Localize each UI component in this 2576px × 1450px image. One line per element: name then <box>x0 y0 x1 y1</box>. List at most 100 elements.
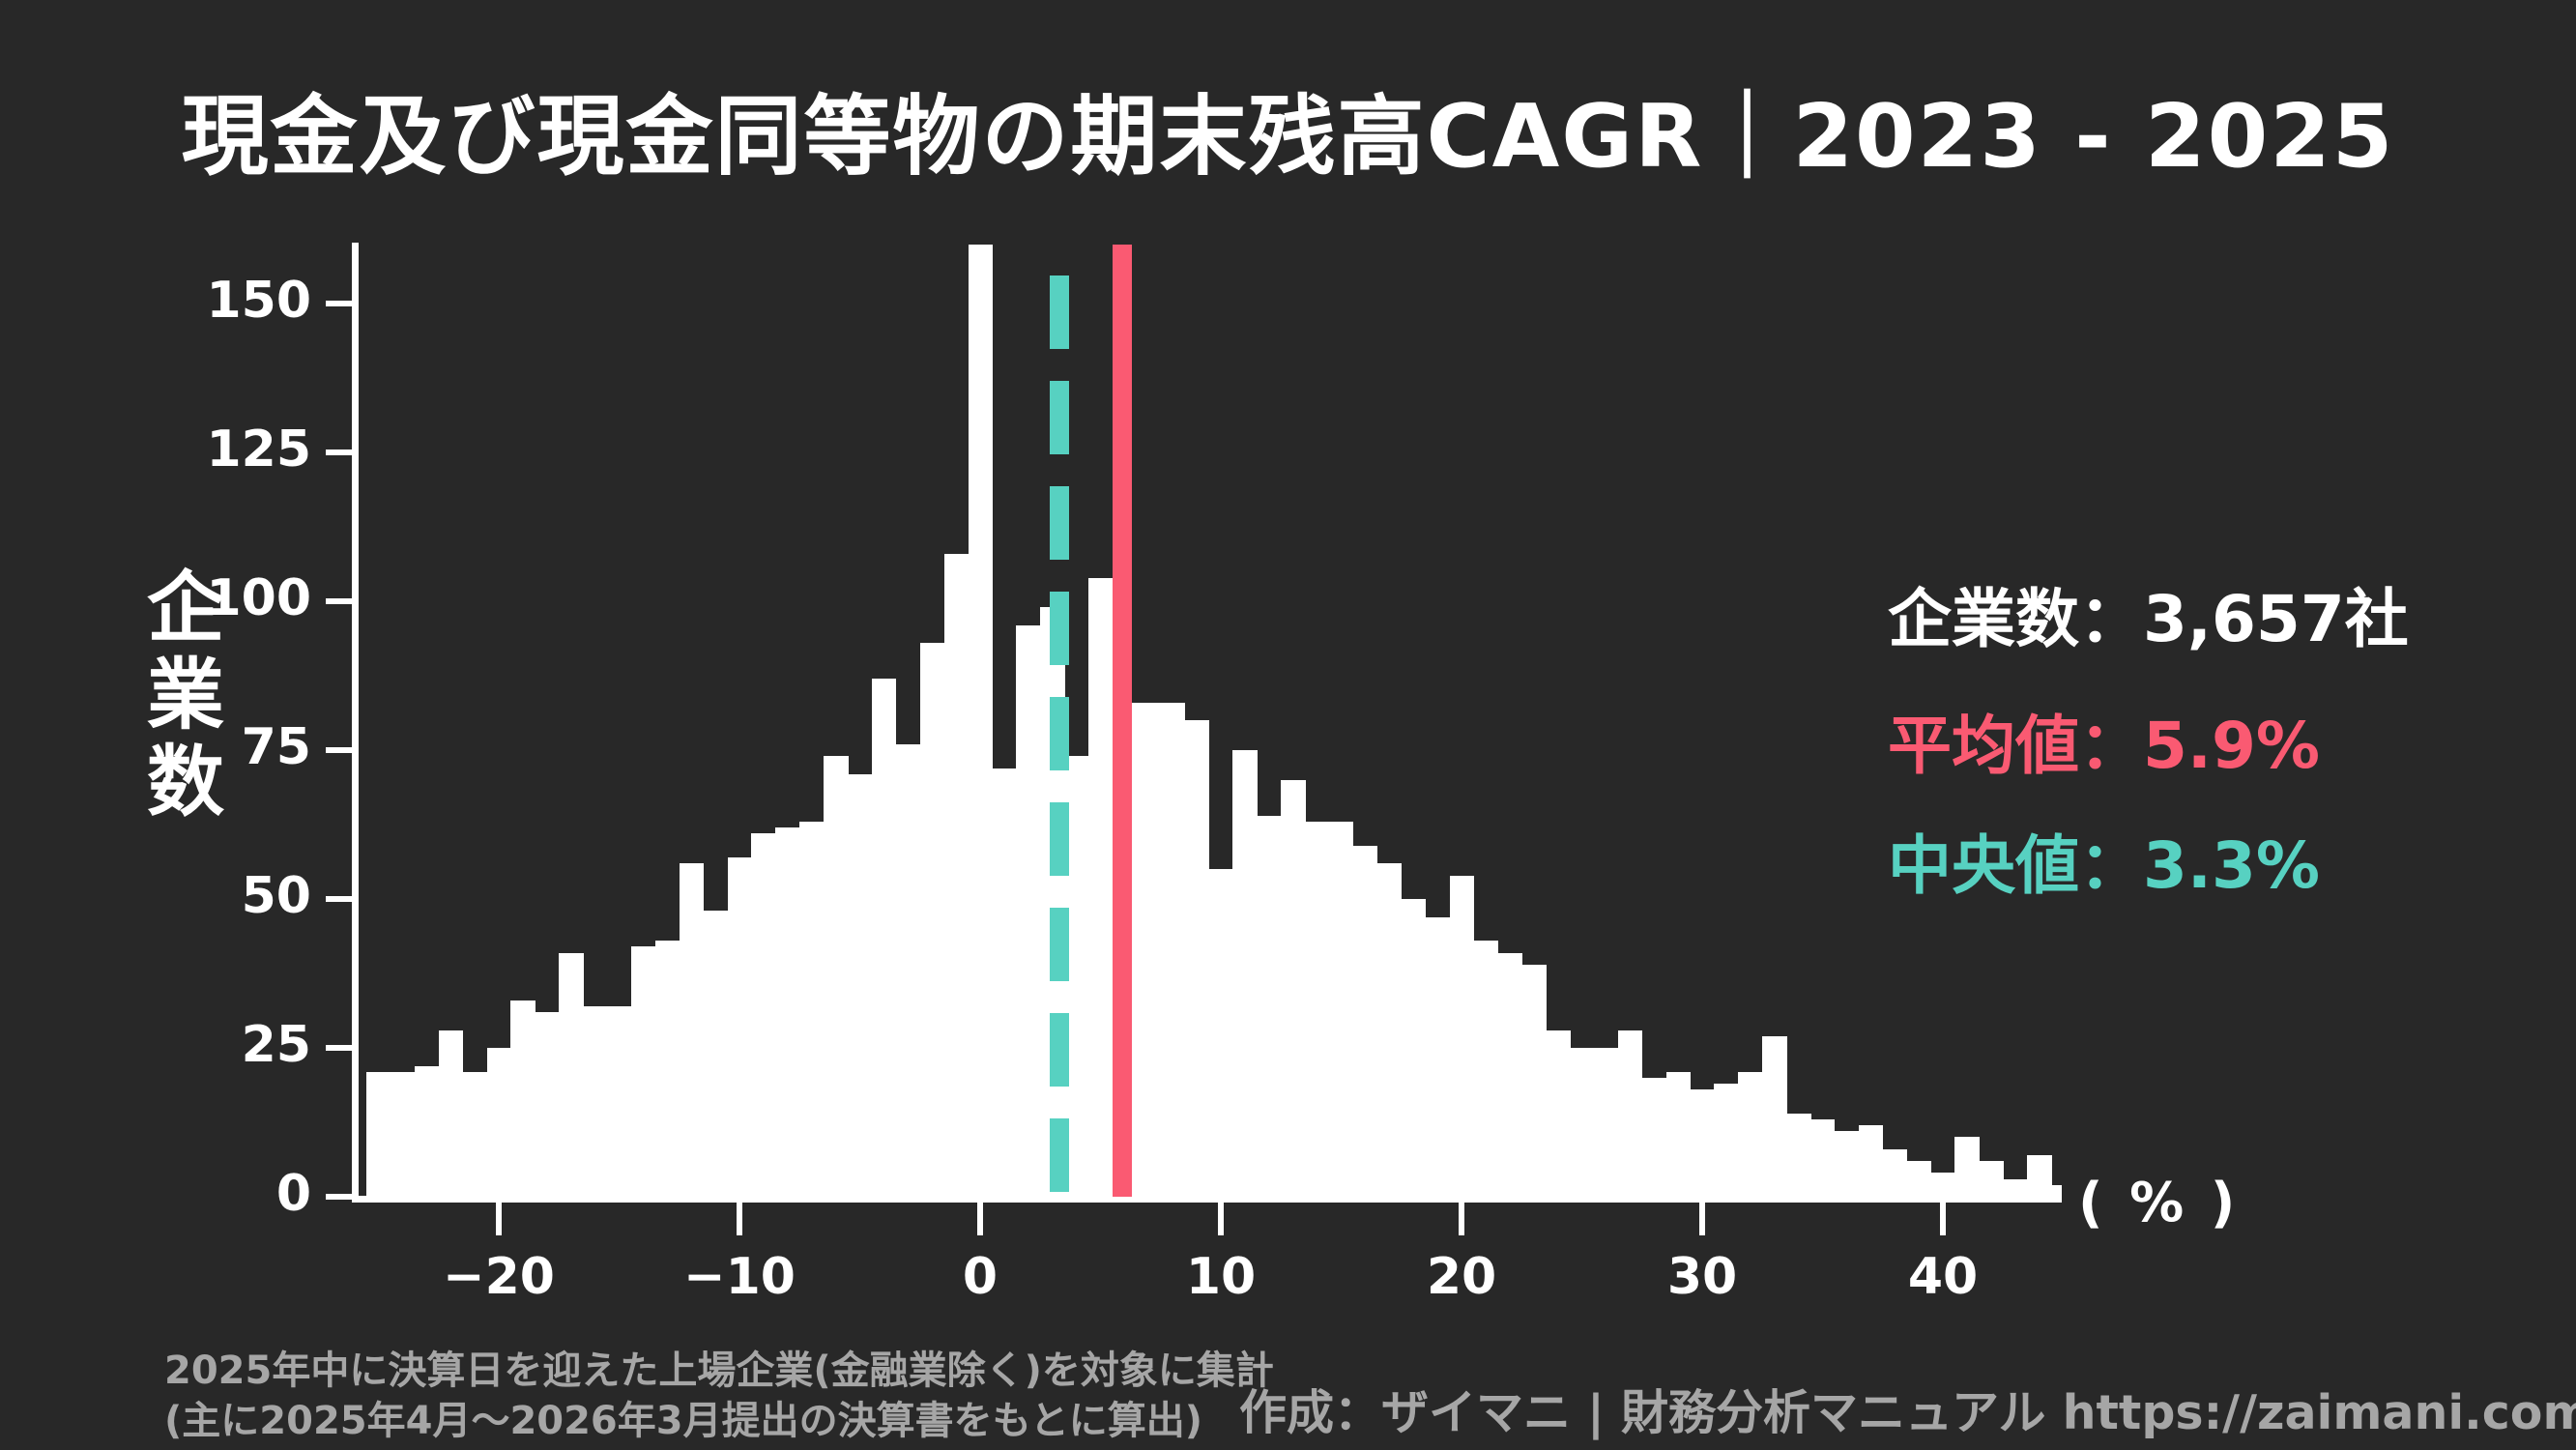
histogram-bar <box>1473 941 1498 1203</box>
y-tick <box>326 1194 352 1200</box>
histogram-bar <box>1762 1035 1787 1203</box>
y-axis-title: 企業数 <box>134 566 224 827</box>
y-axis-line <box>352 242 359 1203</box>
legend-value: 5.9% <box>2143 709 2321 783</box>
credit: 作成：ザイマニ | 財務分析マニュアル https://zaimani.com/ <box>1239 1385 2576 1440</box>
footnote-line-2: (主に2025年4月〜2026年3月提出の決算書をもとに算出) <box>164 1399 1203 1443</box>
histogram-bar <box>630 946 656 1203</box>
histogram-bar <box>1257 815 1282 1203</box>
footnote-line-1: 2025年中に決算日を迎えた上場企業(金融業除く)を対象に集計 <box>164 1348 1274 1393</box>
histogram-bar <box>1425 916 1451 1203</box>
histogram-bar <box>1738 1071 1763 1203</box>
histogram-bar <box>1449 875 1474 1203</box>
histogram-bar <box>1136 702 1162 1203</box>
histogram-bar <box>895 744 921 1203</box>
median-line <box>1050 276 1070 1197</box>
histogram-bar <box>1329 822 1354 1203</box>
x-tick-label: 0 <box>962 1248 999 1306</box>
footnote: 2025年中に決算日を迎えた上場企業(金融業除く)を対象に集計 (主に2025年… <box>164 1346 1274 1446</box>
histogram-bar <box>1401 899 1427 1203</box>
y-tick <box>326 896 352 903</box>
histogram-bar <box>679 863 705 1203</box>
histogram-bar <box>462 1071 488 1203</box>
x-tick-label: 20 <box>1426 1248 1497 1306</box>
x-tick-label: −20 <box>443 1248 555 1306</box>
legend-row: 平均値：5.9% <box>1888 714 2320 778</box>
histogram-bar <box>1786 1113 1811 1203</box>
y-tick <box>326 1045 352 1052</box>
y-tick-label: 25 <box>241 1016 311 1075</box>
histogram-bar <box>1016 624 1041 1203</box>
histogram-bar <box>366 1071 391 1203</box>
histogram-bar <box>1641 1077 1667 1203</box>
histogram-bar <box>654 941 680 1203</box>
x-tick <box>1218 1203 1224 1235</box>
x-tick <box>737 1203 742 1235</box>
histogram-bar <box>390 1071 416 1203</box>
histogram-bar <box>1858 1125 1884 1203</box>
histogram-bar <box>727 857 752 1203</box>
legend-label: 平均値： <box>1888 709 2143 783</box>
histogram-bar <box>1352 845 1378 1203</box>
x-tick-label: 40 <box>1907 1248 1979 1306</box>
x-axis-line <box>352 1196 2062 1203</box>
histogram-bar <box>1570 1048 1595 1203</box>
histogram-bar <box>1546 1030 1571 1203</box>
y-tick-label: 75 <box>241 718 311 777</box>
histogram-bar <box>1281 780 1306 1203</box>
histogram-bar <box>1497 952 1522 1203</box>
y-tick-label: 50 <box>241 867 311 926</box>
legend-row: 企業数：3,657社 <box>1888 588 2409 652</box>
histogram-bar <box>799 822 825 1203</box>
histogram-bar <box>848 773 873 1203</box>
histogram-bar <box>1714 1084 1739 1203</box>
x-tick <box>496 1203 502 1235</box>
histogram-bar <box>775 827 800 1203</box>
x-tick <box>1699 1203 1705 1235</box>
y-tick <box>326 747 352 754</box>
legend-label: 企業数： <box>1888 582 2143 656</box>
histogram-bar <box>1882 1148 1908 1203</box>
histogram-bar <box>1208 869 1233 1203</box>
histogram-bar <box>751 833 776 1203</box>
histogram-bar <box>1617 1030 1643 1203</box>
histogram-bar <box>1160 702 1186 1203</box>
y-tick-label: 125 <box>206 420 311 479</box>
histogram-bar <box>535 1012 560 1203</box>
x-tick <box>1459 1203 1464 1235</box>
histogram-bar <box>1954 1137 1980 1203</box>
y-tick-label: 0 <box>275 1165 311 1223</box>
histogram-bar <box>1088 577 1114 1203</box>
histogram-bar <box>2027 1154 2052 1203</box>
x-tick <box>977 1203 983 1235</box>
histogram-bar <box>1232 750 1258 1203</box>
legend-value: 3.3% <box>2143 828 2321 903</box>
histogram-bar <box>559 952 584 1203</box>
histogram-bar <box>992 768 1017 1203</box>
histogram-bar <box>486 1048 511 1203</box>
legend-label: 中央値： <box>1888 828 2143 903</box>
histogram-bar <box>583 1005 608 1203</box>
legend-value: 3,657社 <box>2143 582 2409 656</box>
histogram-bar <box>1834 1131 1860 1203</box>
y-tick <box>326 301 352 307</box>
x-tick-label: 10 <box>1185 1248 1257 1306</box>
histogram-bar <box>1184 720 1210 1203</box>
histogram-bar <box>1979 1161 2004 1203</box>
histogram-bar <box>1376 863 1403 1203</box>
mean-line <box>1112 245 1132 1197</box>
histogram-bar <box>510 1000 535 1203</box>
histogram-bar <box>1521 964 1547 1203</box>
y-tick <box>326 598 352 605</box>
y-tick <box>326 450 352 456</box>
histogram-bar <box>824 756 849 1203</box>
histogram-bar <box>703 911 729 1203</box>
histogram-bar <box>943 554 970 1203</box>
histogram-bar <box>1810 1118 1836 1203</box>
histogram-bar <box>1906 1161 1932 1203</box>
histogram-bar <box>919 643 945 1203</box>
histogram-bar <box>1593 1048 1619 1203</box>
histogram-bar <box>968 244 993 1203</box>
